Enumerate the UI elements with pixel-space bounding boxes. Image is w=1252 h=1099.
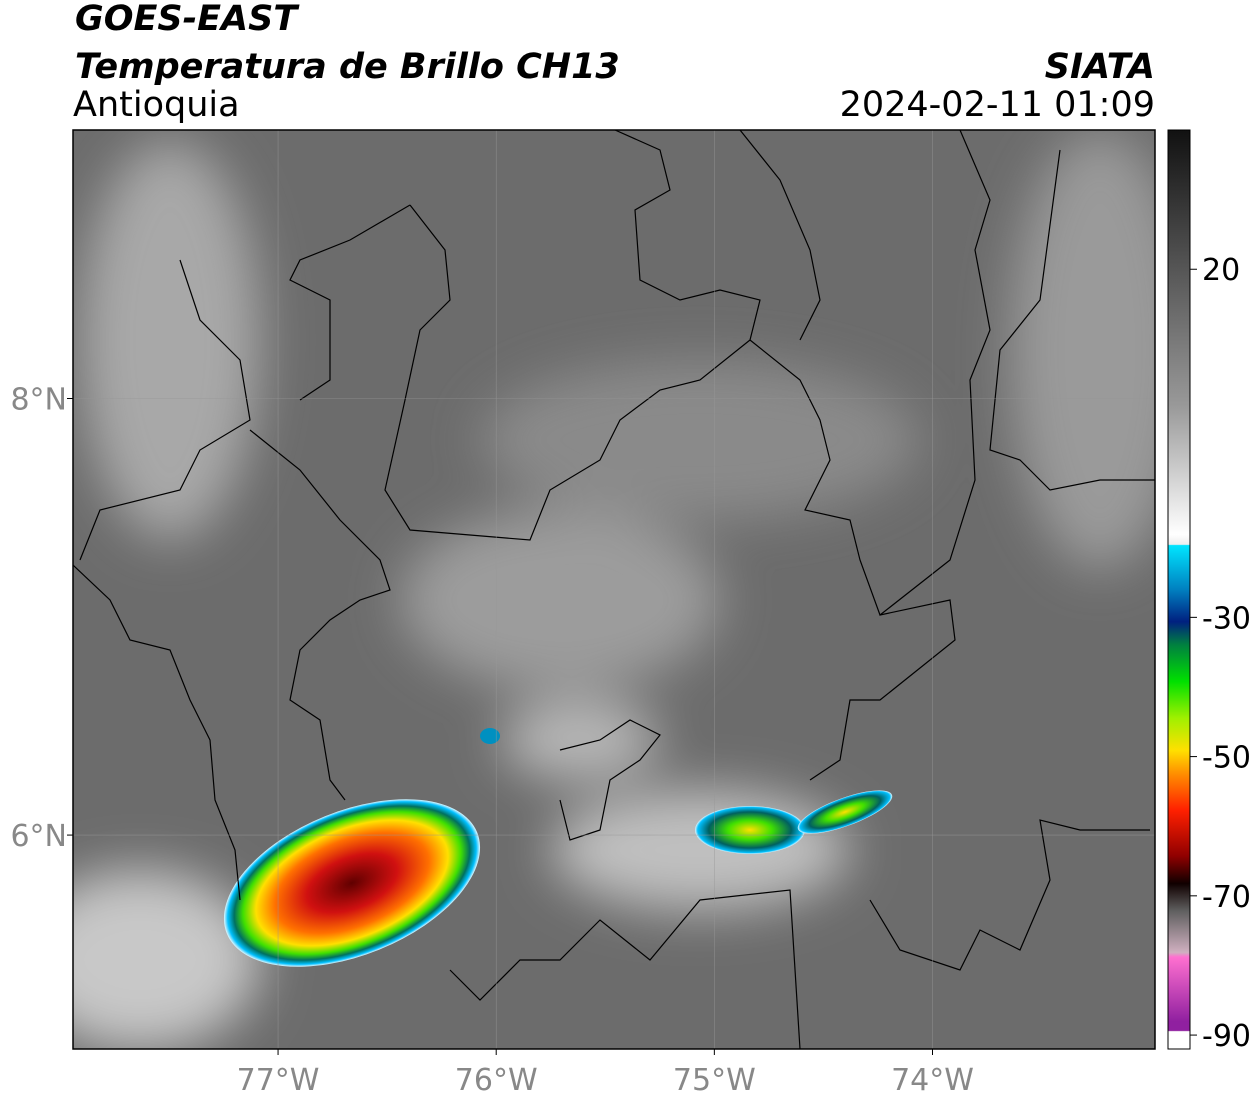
colorbar-tick-label: -30 — [1202, 601, 1251, 636]
storm-cell — [797, 790, 893, 834]
lon-tick-label: 77°W — [237, 1063, 320, 1098]
lat-tick-label: 6°N — [10, 819, 67, 854]
cloud-field — [73, 130, 1155, 1049]
source: SIATA — [1045, 47, 1155, 87]
colorbar — [1167, 129, 1191, 1050]
lon-tick-label: 76°W — [455, 1063, 538, 1098]
map — [73, 130, 1155, 1049]
storm-cell — [480, 728, 500, 744]
lon-tick-label: 74°W — [891, 1063, 974, 1098]
colorbar-tick-label: -70 — [1202, 880, 1251, 915]
subtitle: Temperatura de Brillo CH13 — [75, 47, 620, 87]
colorbar-tick-label: -50 — [1202, 741, 1251, 776]
lat-tick-label: 8°N — [10, 382, 67, 417]
colorbar-tick-label: -90 — [1202, 1019, 1251, 1054]
storm-cell — [695, 806, 805, 854]
grid — [73, 130, 1155, 1049]
region: Antioquia — [73, 85, 240, 125]
title: GOES-EAST — [75, 0, 300, 39]
map-frame — [72, 129, 1156, 1050]
colorbar-tick-label: 20 — [1202, 253, 1240, 288]
lon-tick-label: 75°W — [673, 1063, 756, 1098]
borders — [73, 130, 1155, 1049]
timestamp: 2024-02-11 01:09 — [840, 85, 1155, 125]
storm-cell — [223, 799, 481, 967]
